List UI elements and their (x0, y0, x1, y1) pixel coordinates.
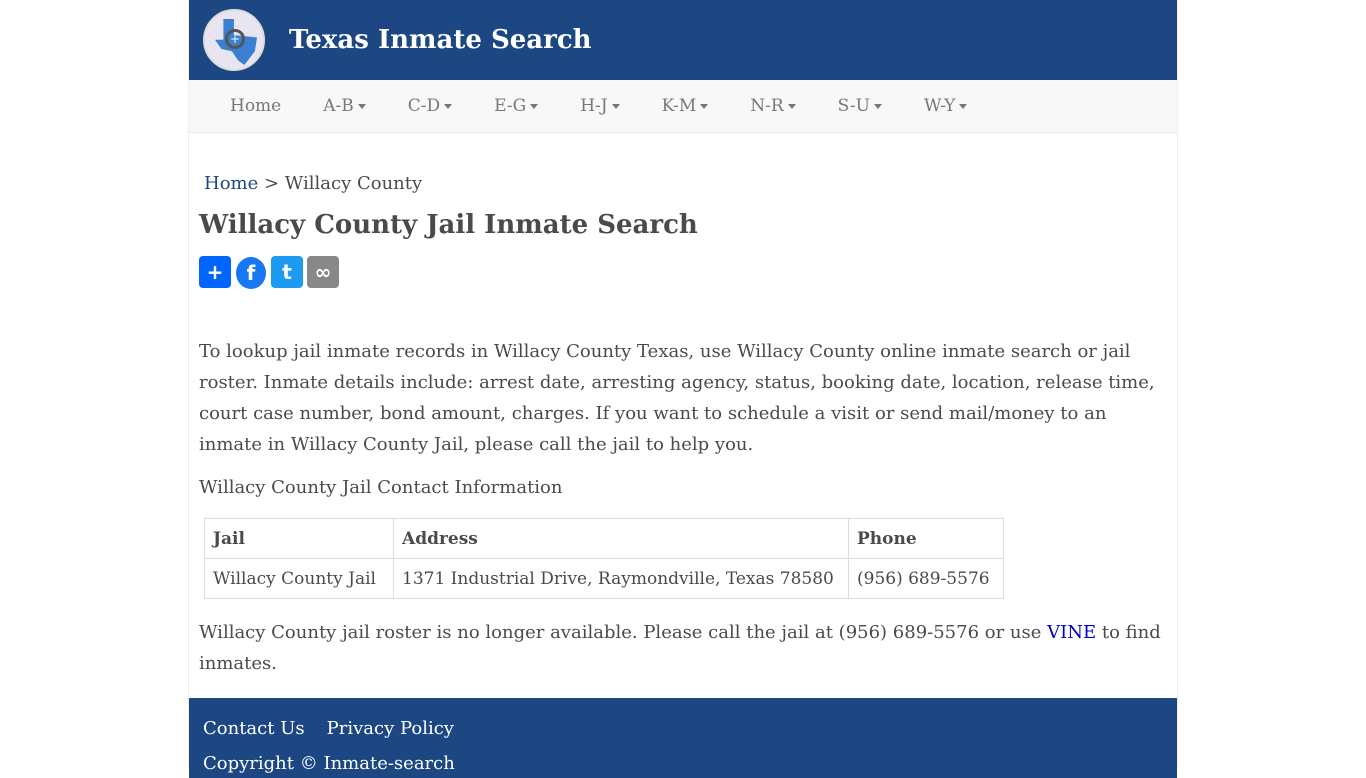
caret-down-icon (611, 104, 620, 109)
header-jail: Jail (204, 518, 394, 559)
breadcrumb-separator: > (258, 173, 285, 194)
texas-map-logo-icon[interactable]: + (203, 9, 265, 71)
privacy-policy-link[interactable]: Privacy Policy (326, 718, 454, 739)
caret-down-icon (959, 104, 968, 109)
table-row: Willacy County Jail 1371 Industrial Drive… (204, 558, 1004, 599)
breadcrumb-home[interactable]: Home (204, 173, 259, 194)
share-buttons: + f t ∞ (199, 256, 1167, 290)
nav-label: W-Y (924, 96, 956, 116)
page-title: Willacy County Jail Inmate Search (199, 210, 698, 240)
copyright: Copyright © Inmate-search (203, 753, 455, 774)
nav-a-b[interactable]: A-B (302, 96, 387, 116)
breadcrumb: Home > Willacy County (199, 173, 1167, 194)
nav-label: Home (230, 96, 282, 116)
note-text: Willacy County jail roster is no longer … (199, 622, 1048, 643)
nav-k-m[interactable]: K-M (641, 96, 730, 116)
breadcrumb-current: Willacy County (284, 173, 423, 194)
nav-c-d[interactable]: C-D (387, 96, 473, 116)
nav-label: A-B (323, 96, 354, 116)
main-nav: Home A-B C-D E-G H-J K-M N-R S-U W-Y (189, 80, 1177, 133)
roster-note: Willacy County jail roster is no longer … (199, 617, 1167, 679)
nav-w-y[interactable]: W-Y (903, 96, 988, 116)
page: + Texas Inmate Search Home A-B C-D E-G H… (188, 0, 1178, 778)
cell-address: 1371 Industrial Drive, Raymondville, Tex… (393, 558, 849, 599)
facebook-icon[interactable]: f (236, 257, 266, 289)
nav-label: C-D (407, 96, 441, 116)
nav-e-g[interactable]: E-G (473, 96, 559, 116)
share-plus-icon[interactable]: + (199, 256, 231, 288)
vine-link[interactable]: VINE (1047, 622, 1097, 643)
cell-phone: (956) 689-5576 (848, 558, 1004, 599)
footer: Contact Us Privacy Policy Copyright © Inm… (189, 698, 1177, 778)
nav-n-r[interactable]: N-R (729, 96, 816, 116)
nav-label: N-R (750, 96, 784, 116)
nav-label: K-M (661, 96, 697, 116)
note-text-end: to find inmates. (199, 622, 1161, 674)
caret-down-icon (530, 104, 539, 109)
copy-link-icon[interactable]: ∞ (307, 256, 339, 288)
caret-down-icon (357, 104, 366, 109)
table-header-row: Jail Address Phone (204, 518, 1004, 559)
site-title[interactable]: Texas Inmate Search (289, 25, 592, 55)
caret-down-icon (874, 104, 882, 109)
nav-s-u[interactable]: S-U (817, 96, 903, 116)
header-address: Address (393, 518, 849, 559)
contact-heading: Willacy County Jail Contact Information (199, 477, 563, 498)
header-phone: Phone (848, 518, 1004, 559)
twitter-icon[interactable]: t (271, 256, 303, 288)
caret-down-icon (787, 104, 796, 109)
nav-label: S-U (837, 96, 870, 116)
contact-table: Jail Address Phone Willacy County Jail 1371… (204, 518, 1004, 599)
caret-down-icon (444, 104, 453, 109)
nav-h-j[interactable]: H-J (559, 96, 640, 116)
contact-us-link[interactable]: Contact Us (203, 718, 305, 739)
site-header: + Texas Inmate Search (189, 0, 1177, 80)
caret-down-icon (700, 104, 709, 109)
nav-label: H-J (580, 96, 608, 116)
nav-label: E-G (494, 96, 527, 116)
nav-home[interactable]: Home (209, 96, 302, 116)
intro-text: To lookup jail inmate records in Willacy… (199, 341, 1155, 455)
cell-jail: Willacy County Jail (204, 558, 394, 599)
